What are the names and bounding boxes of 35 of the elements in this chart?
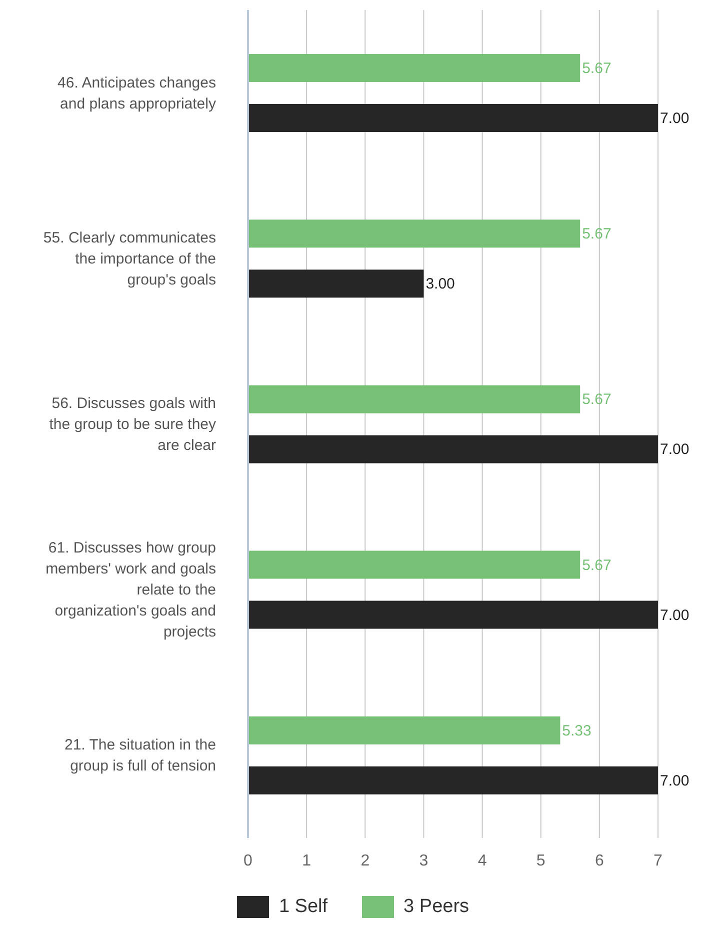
x-tick-label: 4 [478,852,487,870]
bar [248,435,658,464]
data-label: 7.00 [660,606,690,624]
bar [248,270,424,298]
data-label: 7.00 [660,110,690,127]
x-tick-label: 3 [419,852,428,870]
data-label: 5.67 [582,226,612,243]
data-label: 3.00 [426,276,455,293]
bar [248,716,560,744]
y-tick-label: 61. Discusses how group members' work and goals relate to the organization's goals and projects [46,539,216,640]
y-tick-label: 56. Discusses goals with the group to be sure they are clear [49,394,216,454]
x-tick-label: 7 [654,852,663,870]
legend-label: 1 Self [278,896,328,918]
legend-label: 3 Peers [404,896,470,918]
bar [248,104,658,132]
bar [248,600,658,629]
data-label: 5.67 [582,556,612,574]
bar [248,54,580,82]
y-tick-label: 46. Anticipates changes and plans appropriately [58,74,216,112]
x-tick-label: 5 [536,852,546,870]
x-tick-label: 2 [360,852,370,870]
x-tick-label: 0 [244,852,253,870]
x-tick-label: 1 [302,852,312,870]
bar [248,766,658,794]
data-label: 7.00 [660,441,690,458]
data-label: 7.00 [660,772,690,790]
x-tick-label: 6 [594,852,604,870]
bar [248,220,580,248]
y-tick-label: 21. The situation in the group is full of tension [64,736,216,774]
y-tick-label: 55. Clearly communicates the importance of the group's goals [43,228,216,288]
data-label: 5.67 [582,391,612,408]
data-label: 5.67 [582,60,612,77]
bar [248,385,580,414]
bar [248,550,580,579]
data-label: 5.33 [562,722,592,740]
